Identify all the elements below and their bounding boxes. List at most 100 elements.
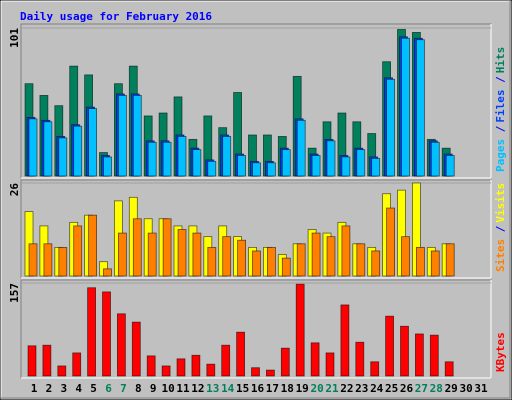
- bar: [207, 246, 217, 277]
- x-tick-label: 29: [445, 382, 458, 395]
- x-tick-label: 22: [340, 382, 353, 395]
- bar: [117, 313, 126, 377]
- bar: [222, 236, 232, 277]
- bar: [237, 155, 247, 177]
- x-tick-label: 11: [176, 382, 190, 395]
- bar: [265, 369, 275, 377]
- bar: [72, 352, 82, 377]
- x-tick-label: 28: [430, 382, 443, 395]
- legend-entry: KBytes: [494, 332, 507, 372]
- bar: [162, 141, 172, 177]
- bar: [251, 367, 260, 377]
- bar: [88, 214, 97, 277]
- bar: [356, 149, 366, 177]
- chart-title: Daily usage for February 2016: [20, 10, 212, 23]
- bar: [266, 162, 276, 177]
- y-tick-label: 26: [8, 183, 21, 197]
- x-tick-label: 3: [60, 382, 67, 395]
- x-tick-label: 15: [236, 382, 249, 395]
- bar: [371, 158, 381, 177]
- legend: Pages / Files / Hits: [494, 47, 507, 172]
- bar: [28, 243, 38, 277]
- bar: [429, 334, 439, 377]
- bar: [221, 344, 231, 377]
- bar: [146, 355, 156, 377]
- bar: [43, 121, 53, 177]
- bar: [28, 118, 38, 177]
- x-tick-label: 19: [296, 382, 309, 395]
- bar: [177, 136, 187, 177]
- x-tick-label: 13: [206, 382, 219, 395]
- legend-separator: /: [494, 225, 507, 232]
- bar: [177, 229, 187, 277]
- bar: [176, 358, 186, 377]
- bar: [415, 39, 425, 177]
- bar: [27, 345, 37, 377]
- legend-entry: Pages: [494, 139, 507, 172]
- bar: [73, 225, 83, 277]
- bar: [414, 333, 424, 377]
- legend-entry: Visits: [494, 183, 507, 223]
- bar: [118, 95, 127, 177]
- x-tick-label: 18: [281, 382, 294, 395]
- x-tick-label: 14: [221, 382, 235, 395]
- bar: [162, 218, 172, 277]
- bar: [296, 243, 306, 277]
- bar: [386, 207, 396, 277]
- bar: [311, 155, 321, 177]
- legend-separator: /: [494, 76, 507, 83]
- bar: [73, 125, 83, 177]
- legend: KBytes: [494, 332, 507, 372]
- bar: [103, 268, 112, 277]
- bar: [206, 363, 216, 377]
- bar: [57, 365, 67, 377]
- bar: [430, 141, 440, 177]
- legend-entry: Files: [494, 90, 507, 123]
- bar: [252, 250, 261, 277]
- x-tick-label: 25: [385, 382, 398, 395]
- bar: [280, 347, 290, 377]
- bar: [370, 361, 380, 377]
- x-tick-label: 9: [150, 382, 157, 395]
- x-tick-label: 27: [415, 382, 428, 395]
- y-tick-label: 157: [8, 283, 21, 303]
- x-tick-label: 24: [370, 382, 384, 395]
- bar: [400, 325, 409, 377]
- bar: [371, 250, 381, 277]
- x-tick-label: 1: [31, 382, 38, 395]
- x-tick-label: 7: [120, 382, 127, 395]
- bar: [43, 243, 53, 277]
- bar: [444, 361, 454, 377]
- bar: [192, 149, 202, 177]
- bar: [281, 257, 291, 277]
- bar: [445, 155, 455, 177]
- bar: [207, 160, 217, 177]
- bar: [341, 225, 351, 277]
- bar: [401, 37, 410, 177]
- bar: [87, 287, 96, 377]
- bar: [281, 149, 291, 177]
- bar: [58, 246, 68, 277]
- x-tick-label: 5: [90, 382, 97, 395]
- bar: [386, 78, 396, 177]
- bar: [147, 141, 157, 177]
- bar: [415, 246, 425, 277]
- x-tick-label: 16: [251, 382, 265, 395]
- x-tick-label: 10: [161, 382, 174, 395]
- bar: [42, 344, 52, 377]
- legend-entry: Hits: [494, 47, 507, 74]
- x-tick-label: 21: [325, 382, 339, 395]
- x-tick-label: 31: [474, 382, 488, 395]
- bar: [445, 243, 455, 277]
- bar: [102, 291, 111, 377]
- bar: [341, 156, 351, 177]
- bar: [131, 321, 141, 377]
- bar: [325, 352, 335, 377]
- x-tick-label: 26: [400, 382, 414, 395]
- x-tick-label: 12: [191, 382, 204, 395]
- bar: [355, 341, 365, 377]
- bar: [296, 119, 306, 177]
- bar: [191, 354, 201, 377]
- bar: [385, 315, 395, 377]
